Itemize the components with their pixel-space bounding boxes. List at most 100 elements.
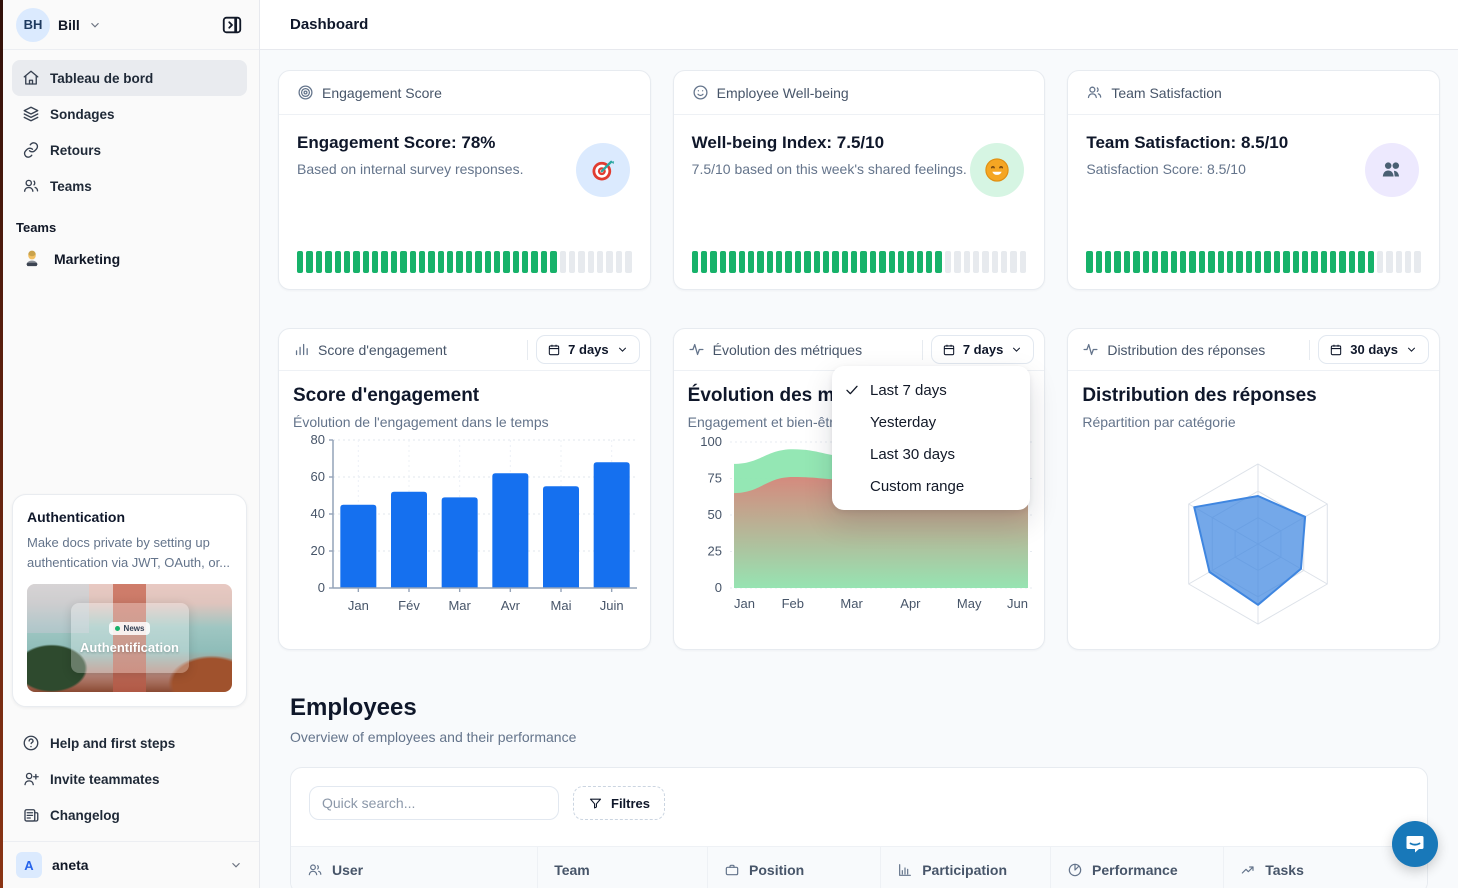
column-label: Tasks bbox=[1265, 862, 1304, 878]
users-icon bbox=[1088, 86, 1102, 99]
card-response-distribution-chart: Distribution des réponses 30 days Distri… bbox=[1067, 328, 1440, 650]
chart-card-header: Distribution des réponses 30 days bbox=[1068, 329, 1439, 371]
divider bbox=[921, 339, 923, 360]
users-icon bbox=[23, 179, 39, 192]
sidebar-team-marketing[interactable]: Marketing bbox=[0, 239, 259, 279]
svg-text:50: 50 bbox=[707, 507, 721, 522]
promo-image[interactable]: News Authentification bbox=[27, 584, 232, 692]
user-name[interactable]: Bill bbox=[58, 16, 80, 33]
trending-up-icon bbox=[1241, 866, 1254, 874]
svg-text:0: 0 bbox=[714, 580, 721, 595]
sidebar-item-label: Retours bbox=[50, 142, 102, 158]
metric-title: Well-being Index: 7.5/10 bbox=[691, 133, 885, 152]
column-header-team[interactable]: Team bbox=[537, 847, 707, 888]
employees-section-header: Employees Overview of employees and thei… bbox=[290, 694, 1428, 745]
svg-text:Mar: Mar bbox=[448, 598, 471, 613]
funnel-icon bbox=[589, 798, 602, 808]
svg-text:May: May bbox=[957, 596, 982, 611]
column-label: Position bbox=[749, 862, 805, 878]
card-header-label: Employee Well-being bbox=[716, 84, 849, 101]
chart-title: Score d'engagement bbox=[293, 385, 480, 406]
menu-item-last-30-days[interactable]: Last 30 days bbox=[832, 438, 1030, 470]
link-icon bbox=[23, 142, 39, 158]
svg-text:75: 75 bbox=[707, 471, 721, 486]
calendar-icon bbox=[1331, 344, 1342, 355]
range-select-button[interactable]: 30 days bbox=[1318, 335, 1429, 364]
metric-title: Team Satisfaction: 8.5/10 bbox=[1086, 133, 1289, 152]
chat-launcher-button[interactable] bbox=[1392, 821, 1438, 867]
sidebar-item-changelog[interactable]: Changelog bbox=[12, 797, 247, 833]
column-header-user[interactable]: User bbox=[291, 847, 537, 888]
sidebar-item-surveys[interactable]: Sondages bbox=[12, 96, 247, 132]
filters-label: Filtres bbox=[611, 795, 651, 811]
card-header: Employee Well-being bbox=[673, 71, 1045, 115]
column-label: Team bbox=[554, 862, 590, 878]
calendar-icon bbox=[548, 344, 560, 355]
column-header-position[interactable]: Position bbox=[707, 847, 880, 888]
chart-header-label: Distribution des réponses bbox=[1107, 341, 1266, 358]
menu-item-custom-range[interactable]: Custom range bbox=[832, 470, 1030, 502]
promo-card-authentication[interactable]: Authentication Make docs private by sett… bbox=[12, 494, 247, 707]
workspace-switcher[interactable]: A aneta bbox=[0, 842, 259, 888]
home-icon bbox=[23, 70, 39, 85]
svg-text:80: 80 bbox=[311, 432, 325, 447]
progress-bar bbox=[297, 251, 632, 273]
metric-subtitle: 7.5/10 based on this week's shared feeli… bbox=[691, 161, 967, 177]
column-header-performance[interactable]: Performance bbox=[1050, 847, 1223, 888]
sidebar-item-help[interactable]: Help and first steps bbox=[12, 725, 247, 761]
card-wellbeing: Employee Well-being Well-being Index: 7.… bbox=[672, 70, 1046, 290]
filters-button[interactable]: Filtres bbox=[573, 786, 666, 820]
svg-text:Juin: Juin bbox=[600, 598, 624, 613]
users-icon bbox=[308, 864, 322, 876]
layers-icon bbox=[23, 106, 39, 122]
svg-text:Mai: Mai bbox=[551, 598, 572, 613]
metric-title: Engagement Score: 78% bbox=[297, 133, 496, 152]
sidebar-header: BH Bill bbox=[0, 0, 259, 50]
check-icon bbox=[846, 385, 858, 395]
range-select-button[interactable]: 7 days bbox=[536, 335, 640, 364]
chat-bubble-icon bbox=[1406, 836, 1424, 853]
help-circle-icon bbox=[23, 735, 39, 751]
search-input[interactable] bbox=[309, 786, 559, 820]
target-dart-emoji bbox=[575, 143, 630, 197]
chevron-down-icon bbox=[90, 22, 99, 28]
radar-chart bbox=[1188, 463, 1329, 625]
collapse-sidebar-button[interactable] bbox=[217, 10, 247, 40]
chart-card-body: Score d'engagement Évolution de l'engage… bbox=[279, 371, 650, 623]
range-select-button[interactable]: 7 days bbox=[930, 335, 1035, 364]
sidebar-item-teams[interactable]: Teams bbox=[12, 168, 247, 204]
topbar: Dashboard bbox=[260, 0, 1458, 50]
news-badge-label: News bbox=[123, 623, 145, 633]
svg-text:Fév: Fév bbox=[398, 598, 420, 613]
employees-subtitle: Overview of employees and their performa… bbox=[290, 729, 577, 745]
employees-title: Employees bbox=[290, 694, 417, 721]
menu-item-last-7-days[interactable]: Last 7 days bbox=[832, 374, 1030, 406]
menu-item-yesterday[interactable]: Yesterday bbox=[832, 406, 1030, 438]
column-header-participation[interactable]: Participation bbox=[880, 847, 1050, 888]
bar-chart: 0 20 40 60 80 Jan Fév Mar Avr Mai Juin bbox=[311, 432, 637, 613]
chart-card-body: Distribution des réponses Répartition pa… bbox=[1068, 371, 1439, 649]
svg-text:Jan: Jan bbox=[348, 598, 369, 613]
sidebar-item-dashboard[interactable]: Tableau de bord bbox=[12, 60, 247, 96]
card-engagement-chart: Score d'engagement 7 days Score d'engage… bbox=[278, 328, 651, 650]
svg-text:0: 0 bbox=[318, 580, 325, 595]
column-header-tasks[interactable]: Tasks bbox=[1223, 847, 1427, 888]
menu-item-label: Last 7 days bbox=[870, 381, 947, 399]
promo-image-title: Authentification bbox=[80, 639, 179, 655]
chart-title: Distribution des réponses bbox=[1082, 385, 1317, 406]
news-badge: News bbox=[108, 621, 151, 635]
calendar-icon bbox=[943, 344, 955, 355]
column-label: Performance bbox=[1092, 862, 1178, 878]
teams-section-label: Teams bbox=[16, 220, 57, 235]
card-header: Team Satisfaction bbox=[1068, 71, 1439, 115]
svg-text:Avr: Avr bbox=[501, 598, 521, 613]
progress-bar bbox=[1086, 251, 1421, 273]
page-title: Dashboard bbox=[290, 16, 369, 33]
briefcase-icon bbox=[725, 864, 739, 876]
user-plus-icon bbox=[24, 772, 39, 786]
sidebar-item-feedback[interactable]: Retours bbox=[12, 132, 247, 168]
sidebar-item-invite[interactable]: Invite teammates bbox=[12, 761, 247, 797]
avatar[interactable]: BH bbox=[16, 7, 50, 42]
smiling-face-emoji bbox=[970, 143, 1025, 197]
svg-text:100: 100 bbox=[700, 434, 722, 449]
